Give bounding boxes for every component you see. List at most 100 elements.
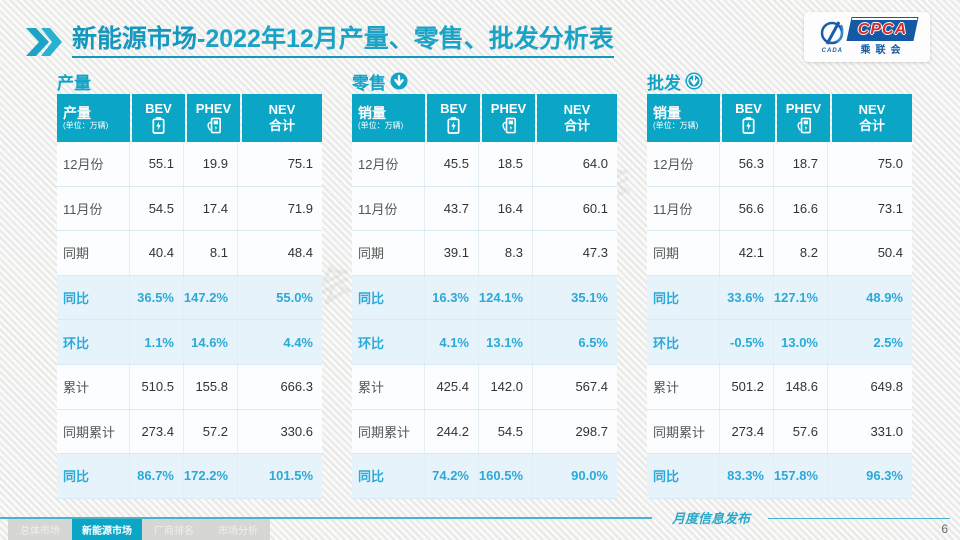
cell-nev-value: 75.1 xyxy=(287,156,313,172)
table-row: 同期 40.4 8.1 48.4 xyxy=(57,231,322,276)
cell-nev-value: 50.4 xyxy=(877,245,903,261)
cell-bev-value: 1.1% xyxy=(130,320,184,364)
bottom-tab-strip: 总体市场 新能源市场 厂商排名 市场分析 xyxy=(8,519,270,540)
page-title-main: 新能源市场 xyxy=(72,25,198,54)
table-row: 环比 4.1% 13.1% 6.5% xyxy=(352,320,617,365)
table-body: 12月份 56.3 18.7 75.0 11月份 56.6 16.6 73.1 同期 42.1 8.… xyxy=(647,142,912,499)
charger-icon xyxy=(501,117,516,134)
table-row: 同期累计 273.4 57.6 331.0 xyxy=(647,409,912,455)
header-cell-bev: BEV xyxy=(722,94,775,142)
cell-bev-value: 86.7% xyxy=(130,454,184,498)
cell-bev-value: 501.2 xyxy=(720,364,774,409)
cell-nev-value: 47.3 xyxy=(582,245,608,261)
cell-nev-value: 90.0% xyxy=(571,468,608,484)
row-label: 同比 xyxy=(352,454,425,498)
header-metric-unit: (单位：万辆) xyxy=(63,120,109,130)
charger-icon xyxy=(206,117,221,134)
tab-nev-market[interactable]: 新能源市场 xyxy=(72,519,142,540)
cell-phev-value: 148.6 xyxy=(774,364,828,409)
cell-bev-value: -0.5% xyxy=(720,320,774,364)
production-table: 产量 (单位：万辆) BEV PHEV NEV 合计 12月份 55.1 19.9 7… xyxy=(57,94,322,499)
cell-nev-value: 330.6 xyxy=(280,423,313,439)
phev-label: PHEV xyxy=(195,100,232,116)
retail-table: 销量 (单位：万辆) BEV PHEV NEV 合计 12月份 45.5 18.5 6… xyxy=(352,94,617,499)
tab-market-analysis[interactable]: 市场分析 xyxy=(218,526,258,537)
cell-phev-value: 157.8% xyxy=(774,454,828,498)
row-label: 同期累计 xyxy=(352,409,425,454)
table-row: 12月份 56.3 18.7 75.0 xyxy=(647,142,912,187)
section-retail: 零售 销量 (单位：万辆) BEV PHEV NEV 合计 xyxy=(352,70,617,499)
table-body: 12月份 45.5 18.5 64.0 11月份 43.7 16.4 60.1 同期 39.1 8.… xyxy=(352,142,617,499)
table-row: 11月份 43.7 16.4 60.1 xyxy=(352,186,617,232)
cell-bev-value: 510.5 xyxy=(130,364,184,409)
cell-phev-value: 8.1 xyxy=(184,231,238,275)
row-label: 12月份 xyxy=(57,142,130,186)
cell-phev-value: 160.5% xyxy=(479,454,533,498)
table-row: 11月份 56.6 16.6 73.1 xyxy=(647,186,912,232)
cell-phev-value: 13.1% xyxy=(479,320,533,364)
cell-bev-value: 4.1% xyxy=(425,320,479,364)
cell-nev-value: 331.0 xyxy=(870,423,903,439)
table-row: 12月份 55.1 19.9 75.1 xyxy=(57,142,322,187)
cell-nev-value: 55.0% xyxy=(276,290,313,306)
cell-bev-value: 273.4 xyxy=(720,409,774,454)
section-production-header: 产量 xyxy=(57,70,322,93)
row-label: 同比 xyxy=(647,275,720,320)
table-row: 同比 36.5% 147.2% 55.0% xyxy=(57,275,322,321)
cell-bev-value: 39.1 xyxy=(425,231,479,275)
cell-bev-value: 273.4 xyxy=(130,409,184,454)
battery-icon xyxy=(742,117,755,134)
tab-oem-ranking[interactable]: 厂商排名 xyxy=(154,526,194,537)
cell-phev-value: 54.5 xyxy=(479,409,533,454)
row-label: 11月份 xyxy=(352,186,425,231)
cell-phev-value: 13.0% xyxy=(774,320,828,364)
cell-bev-value: 16.3% xyxy=(425,275,479,320)
header-cell-phev: PHEV xyxy=(777,94,830,142)
cell-bev-value: 56.6 xyxy=(720,186,774,231)
cell-bev-value: 54.5 xyxy=(130,186,184,231)
header-metric-unit: (单位：万辆) xyxy=(653,120,699,130)
header-cell-metric: 销量 (单位：万辆) xyxy=(647,94,720,142)
row-label: 11月份 xyxy=(57,186,130,231)
cell-bev-value: 36.5% xyxy=(130,275,184,320)
cell-phev-value: 142.0 xyxy=(479,364,533,409)
row-label: 同期累计 xyxy=(647,409,720,454)
row-label: 同期 xyxy=(647,231,720,275)
table-row: 累计 501.2 148.6 649.8 xyxy=(647,364,912,410)
cell-nev-value: 4.4% xyxy=(283,334,313,350)
nev-total-label: 合计 xyxy=(563,118,590,133)
title-bar: 新能源市场-2022年12月产量、零售、批发分析表 xyxy=(26,20,614,64)
table-row: 环比 -0.5% 13.0% 2.5% xyxy=(647,320,912,365)
cell-bev-value: 74.2% xyxy=(425,454,479,498)
row-label: 11月份 xyxy=(647,186,720,231)
wholesale-table: 销量 (单位：万辆) BEV PHEV NEV 合计 12月份 56.3 18.7 7… xyxy=(647,94,912,499)
cell-phev-value: 172.2% xyxy=(184,454,238,498)
table-body: 12月份 55.1 19.9 75.1 11月份 54.5 17.4 71.9 同期 40.4 8.… xyxy=(57,142,322,499)
cell-phev-value: 57.2 xyxy=(184,409,238,454)
header-cell-bev: BEV xyxy=(427,94,480,142)
header-cell-phev: PHEV xyxy=(482,94,535,142)
cell-phev-value: 124.1% xyxy=(479,275,533,320)
nev-label: NEV xyxy=(268,102,296,118)
page-title-rest: -2022年12月产量、零售、批发分析表 xyxy=(197,25,614,54)
table-row: 累计 425.4 142.0 567.4 xyxy=(352,364,617,410)
header-cell-nev: NEV 合计 xyxy=(832,94,912,142)
bev-label: BEV xyxy=(735,100,762,116)
cell-phev-value: 127.1% xyxy=(774,275,828,320)
cell-nev-value: 666.3 xyxy=(280,379,313,395)
table-row: 同期 39.1 8.3 47.3 xyxy=(352,231,617,276)
row-label: 环比 xyxy=(57,320,130,364)
table-row: 同期累计 244.2 54.5 298.7 xyxy=(352,409,617,455)
cell-phev-value: 14.6% xyxy=(184,320,238,364)
table-header: 销量 (单位：万辆) BEV PHEV NEV 合计 xyxy=(647,94,912,142)
cell-phev-value: 16.6 xyxy=(774,186,828,231)
header-metric-title: 产量 xyxy=(63,104,91,121)
down-arrow-icon xyxy=(390,72,408,90)
tab-overall-market[interactable]: 总体市场 xyxy=(20,526,60,537)
footer-rule-right xyxy=(768,518,950,519)
table-row: 同期累计 273.4 57.2 330.6 xyxy=(57,409,322,455)
table-row: 11月份 54.5 17.4 71.9 xyxy=(57,186,322,232)
cada-label: CADA xyxy=(821,48,843,54)
table-row: 同比 86.7% 172.2% 101.5% xyxy=(57,454,322,499)
